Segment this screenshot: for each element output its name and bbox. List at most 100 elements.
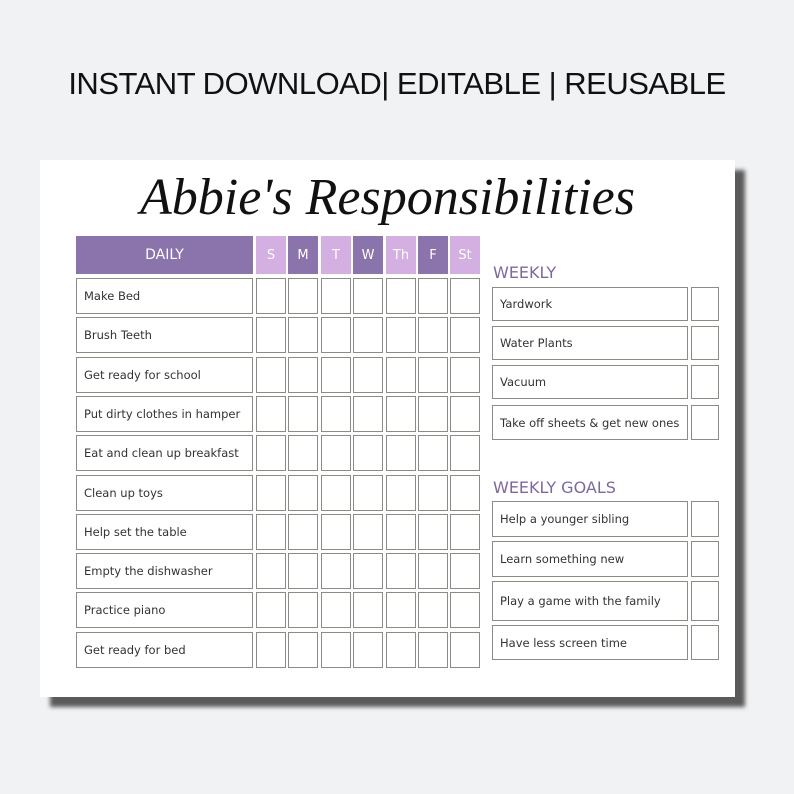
goal-item[interactable]: Help a younger sibling [492, 501, 688, 537]
weekly-task[interactable]: Vacuum [492, 365, 688, 399]
day-checkbox[interactable] [353, 474, 383, 511]
day-checkbox[interactable] [386, 317, 416, 354]
day-checkbox[interactable] [418, 592, 448, 629]
day-checkbox[interactable] [288, 317, 318, 354]
day-checkbox[interactable] [256, 631, 286, 668]
day-checkbox[interactable] [288, 278, 318, 314]
day-checkbox[interactable] [321, 356, 351, 393]
day-checkbox[interactable] [418, 553, 448, 590]
day-checkbox[interactable] [450, 395, 480, 432]
day-checkbox[interactable] [353, 317, 383, 354]
day-checkbox[interactable] [353, 553, 383, 590]
day-checkbox[interactable] [288, 435, 318, 472]
daily-task[interactable]: Clean up toys [76, 474, 253, 511]
day-checkbox[interactable] [288, 592, 318, 629]
goal-item[interactable]: Learn something new [492, 541, 688, 577]
weekly-checkbox[interactable] [691, 365, 719, 399]
day-checkbox[interactable] [256, 592, 286, 629]
day-checkbox[interactable] [386, 474, 416, 511]
day-header-s: S [256, 236, 286, 274]
day-checkbox[interactable] [321, 553, 351, 590]
day-header-w: W [353, 236, 383, 274]
day-checkbox[interactable] [321, 395, 351, 432]
day-checkbox[interactable] [386, 631, 416, 668]
day-checkbox[interactable] [418, 474, 448, 511]
day-checkbox[interactable] [450, 592, 480, 629]
day-checkbox[interactable] [353, 631, 383, 668]
day-checkbox[interactable] [256, 474, 286, 511]
day-checkbox[interactable] [386, 356, 416, 393]
day-checkbox[interactable] [418, 435, 448, 472]
goal-checkbox[interactable] [691, 541, 719, 577]
day-header-th: Th [386, 236, 416, 274]
day-checkbox[interactable] [418, 317, 448, 354]
day-checkbox[interactable] [288, 474, 318, 511]
day-checkbox[interactable] [256, 356, 286, 393]
day-checkbox[interactable] [353, 513, 383, 550]
daily-task[interactable]: Get ready for school [76, 356, 253, 393]
day-checkbox[interactable] [418, 278, 448, 314]
weekly-checkbox[interactable] [691, 326, 719, 360]
day-checkbox[interactable] [321, 592, 351, 629]
day-checkbox[interactable] [256, 513, 286, 550]
day-checkbox[interactable] [353, 278, 383, 314]
daily-task[interactable]: Get ready for bed [76, 631, 253, 668]
day-checkbox[interactable] [256, 553, 286, 590]
day-checkbox[interactable] [321, 435, 351, 472]
goal-item[interactable]: Have less screen time [492, 625, 688, 660]
day-checkbox[interactable] [256, 278, 286, 314]
weekly-task[interactable]: Water Plants [492, 326, 688, 360]
day-checkbox[interactable] [450, 553, 480, 590]
day-checkbox[interactable] [450, 435, 480, 472]
day-checkbox[interactable] [321, 513, 351, 550]
daily-task[interactable]: Help set the table [76, 513, 253, 550]
day-checkbox[interactable] [418, 356, 448, 393]
day-checkbox[interactable] [418, 631, 448, 668]
day-checkbox[interactable] [288, 553, 318, 590]
day-checkbox[interactable] [321, 278, 351, 314]
day-checkbox[interactable] [321, 474, 351, 511]
daily-task[interactable]: Eat and clean up breakfast [76, 435, 253, 472]
daily-task[interactable]: Practice piano [76, 592, 253, 629]
day-checkbox[interactable] [353, 435, 383, 472]
day-checkbox[interactable] [386, 278, 416, 314]
day-checkbox[interactable] [256, 317, 286, 354]
daily-task[interactable]: Make Bed [76, 278, 253, 314]
daily-task[interactable]: Empty the dishwasher [76, 553, 253, 590]
day-checkbox[interactable] [288, 356, 318, 393]
day-checkbox[interactable] [288, 395, 318, 432]
daily-task[interactable]: Brush Teeth [76, 317, 253, 354]
day-checkbox[interactable] [256, 435, 286, 472]
day-checkbox[interactable] [418, 513, 448, 550]
day-checkbox[interactable] [353, 395, 383, 432]
weekly-task[interactable]: Take off sheets & get new ones [492, 405, 688, 440]
day-checkbox[interactable] [450, 474, 480, 511]
day-checkbox[interactable] [256, 395, 286, 432]
day-checkbox[interactable] [386, 553, 416, 590]
day-checkbox[interactable] [353, 592, 383, 629]
day-checkbox[interactable] [418, 395, 448, 432]
day-checkbox[interactable] [386, 592, 416, 629]
day-checkbox[interactable] [321, 317, 351, 354]
day-checkbox[interactable] [386, 435, 416, 472]
goal-checkbox[interactable] [691, 625, 719, 660]
day-checkbox[interactable] [321, 631, 351, 668]
daily-task[interactable]: Put dirty clothes in hamper [76, 395, 253, 432]
weekly-checkbox[interactable] [691, 405, 719, 440]
day-checkbox[interactable] [353, 356, 383, 393]
day-checkbox[interactable] [450, 631, 480, 668]
day-checkbox[interactable] [450, 278, 480, 314]
day-checkbox[interactable] [386, 395, 416, 432]
day-checkbox[interactable] [288, 631, 318, 668]
goal-checkbox[interactable] [691, 501, 719, 537]
weekly-task[interactable]: Yardwork [492, 287, 688, 321]
day-checkbox[interactable] [450, 317, 480, 354]
day-checkbox[interactable] [288, 513, 318, 550]
goal-item[interactable]: Play a game with the family [492, 581, 688, 621]
day-header-m: M [288, 236, 318, 274]
weekly-checkbox[interactable] [691, 287, 719, 321]
goal-checkbox[interactable] [691, 581, 719, 621]
day-checkbox[interactable] [450, 513, 480, 550]
day-checkbox[interactable] [450, 356, 480, 393]
day-checkbox[interactable] [386, 513, 416, 550]
